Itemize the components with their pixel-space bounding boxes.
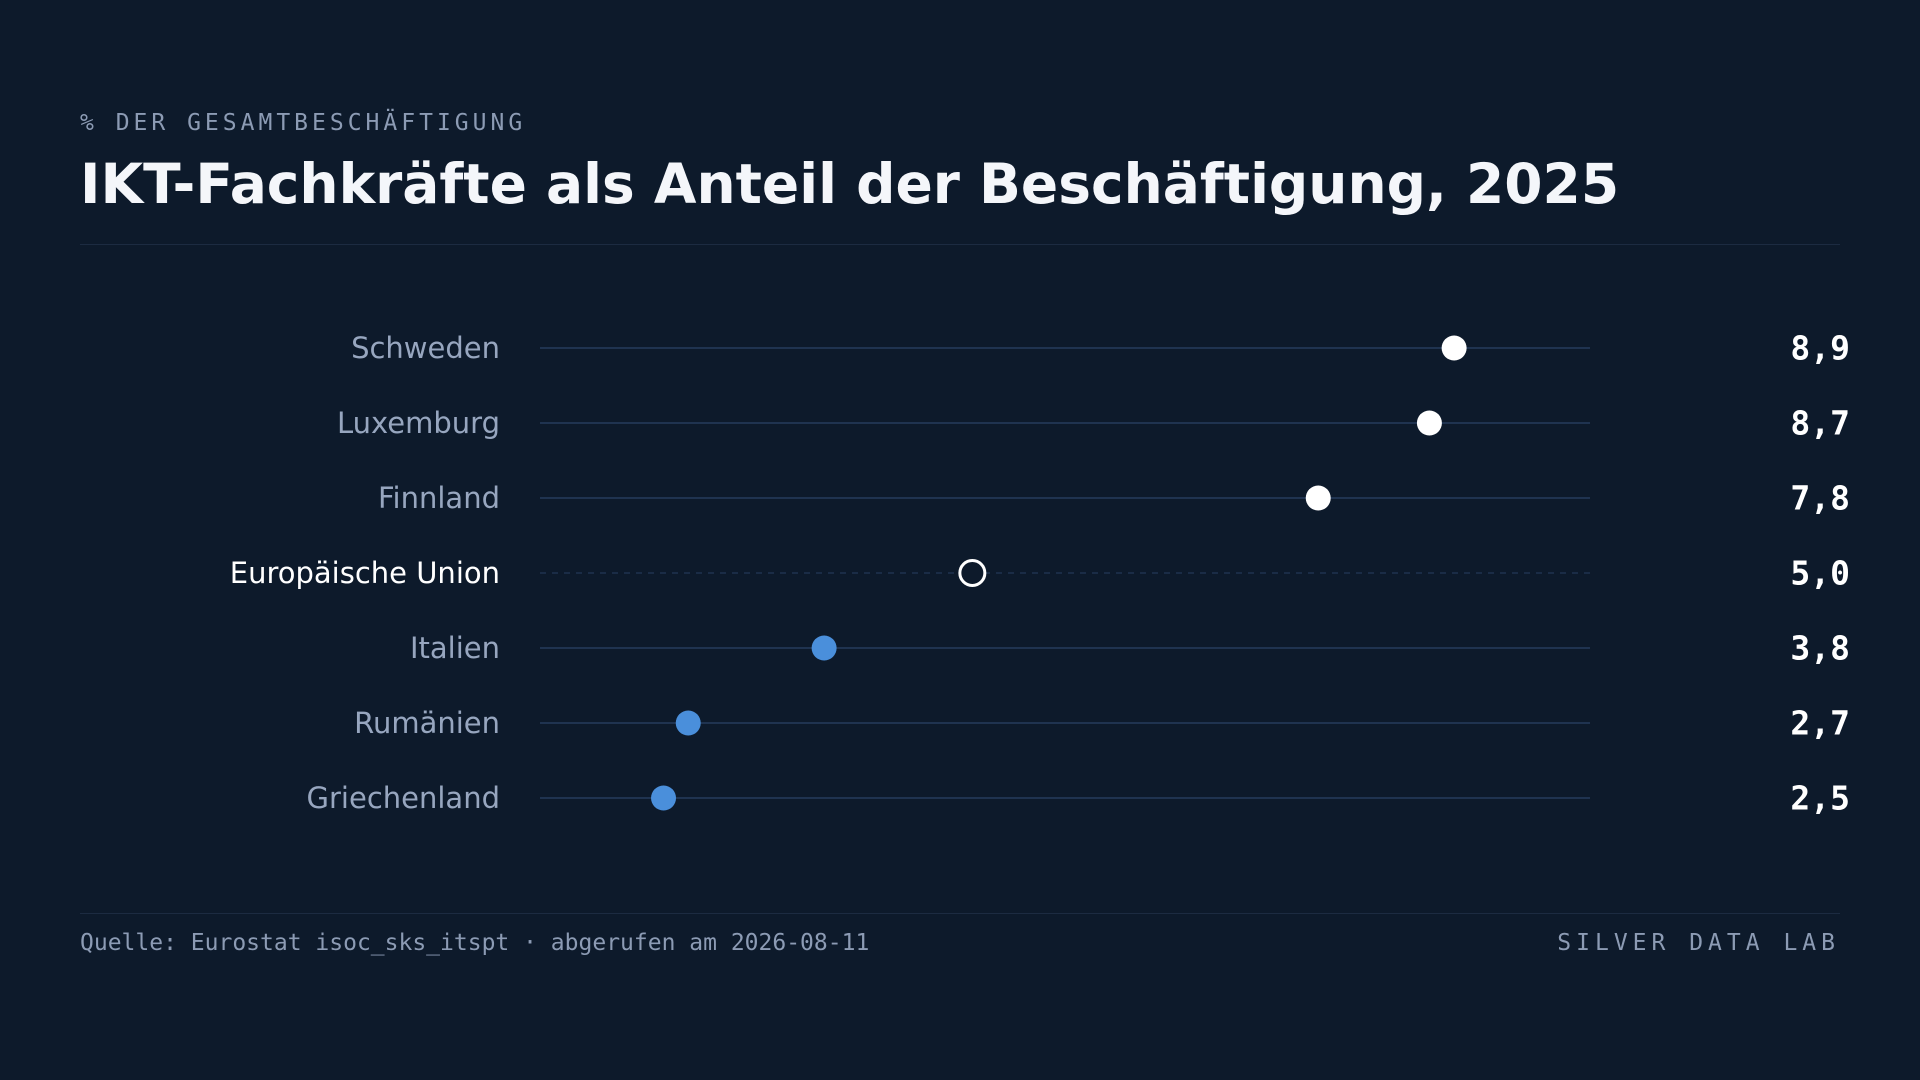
value-label-finnland: 7,8 [1790,479,1850,518]
value-label-rumänien: 2,7 [1790,704,1850,743]
brand-label: SILVER DATA LAB [1557,930,1840,956]
footer-divider [80,913,1840,914]
value-label-italien: 3,8 [1790,629,1850,668]
category-label-finnland: Finnland [378,481,500,515]
value-label-luxemburg: 8,7 [1790,404,1850,443]
value-label-griechenland: 2,5 [1790,779,1850,818]
value-label-europäische-union: 5,0 [1790,554,1850,593]
chart-title: IKT-Fachkräfte als Anteil der Beschäftig… [80,152,1620,216]
data-point-rumänien [675,710,701,736]
category-label-rumänien: Rumänien [354,706,500,740]
category-label-griechenland: Griechenland [307,781,500,815]
data-point-schweden [1441,335,1467,361]
data-point-italien [811,635,837,661]
header-divider [80,244,1840,245]
data-point-europäische-union [958,559,987,587]
value-label-schweden: 8,9 [1790,329,1850,368]
data-point-griechenland [651,785,677,811]
category-label-schweden: Schweden [351,331,500,365]
category-label-italien: Italien [410,631,500,665]
data-point-finnland [1305,485,1331,511]
category-label-europäische-union: Europäische Union [230,556,500,590]
source-note: Quelle: Eurostat isoc_sks_itspt · abgeru… [80,930,870,956]
chart-eyebrow: % DER GESAMTBESCHÄFTIGUNG [80,110,527,136]
data-point-luxemburg [1416,410,1442,436]
category-label-luxemburg: Luxemburg [337,406,500,440]
